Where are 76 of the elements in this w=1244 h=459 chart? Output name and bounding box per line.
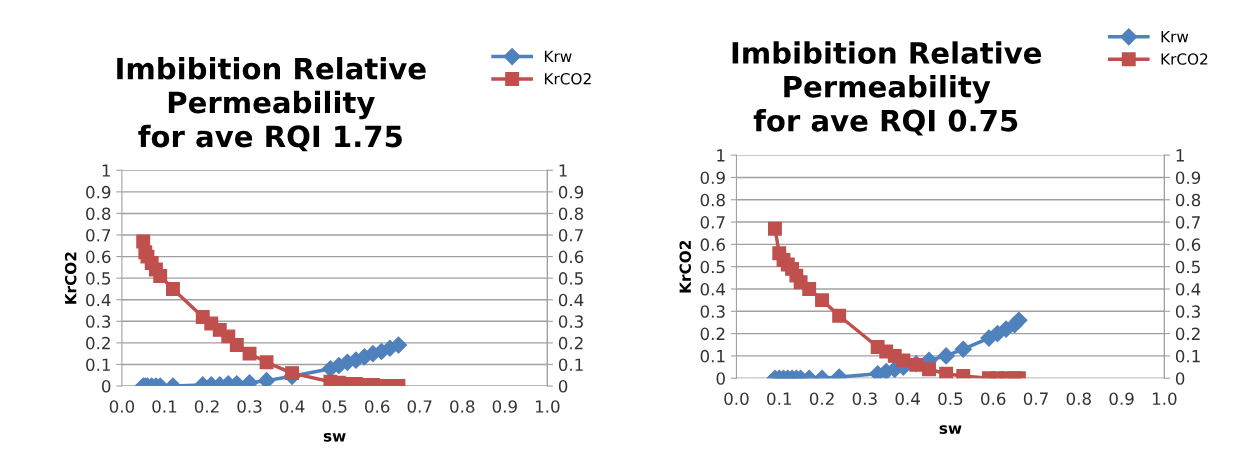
y2-tick-label: 0.2: [558, 336, 583, 350]
chart-title: Imbibition Relative Permeability for ave RQI 1.75: [117, 57, 426, 152]
y-tick-label: 0.6: [86, 250, 111, 264]
y2-tick-label: 0.1: [1175, 349, 1200, 363]
y2-tick-label: 0.6: [1175, 238, 1201, 251]
y-tick-label: 0.7: [700, 216, 725, 229]
y2-tick-label: 0.6: [558, 250, 584, 264]
x-tick-label: 0.4: [895, 392, 920, 406]
y2-tick-label: 1: [1176, 149, 1184, 162]
y2-tick-label: 0.4: [1175, 282, 1201, 296]
x-tick-label: 0.2: [194, 400, 219, 413]
y-tick-label: 0.8: [86, 207, 111, 220]
y2-tick-label: 0.2: [1175, 327, 1200, 341]
legend-label: Krw: [544, 50, 572, 62]
x-tick-label: 0.1: [152, 400, 177, 413]
y2-tick-label: 0.5: [1175, 260, 1200, 274]
y-tick-label: 0.4: [86, 293, 111, 307]
y2-tick-label: 0.9: [1175, 171, 1201, 185]
y-tick-label: 0.1: [700, 349, 725, 363]
y2-tick-label: 0.7: [558, 228, 583, 242]
x-tick-label: 0.3: [852, 392, 877, 406]
y2-tick-label: 1: [559, 164, 567, 177]
y2-tick-label: 0.9: [558, 185, 584, 199]
x-tick-label: 0.5: [938, 392, 963, 406]
x-tick-label: 0.9: [1109, 392, 1134, 406]
x-axis-title: sw: [939, 425, 962, 434]
x-axis-title: sw: [323, 432, 346, 442]
x-tick-label: 0.6: [981, 392, 1006, 406]
y-tick-label: 0.4: [700, 282, 726, 296]
x-tick-label: 0.5: [322, 400, 347, 413]
x-tick-label: 0.0: [109, 400, 135, 413]
x-tick-label: 0.3: [237, 400, 262, 413]
y-tick-label: 0.1: [86, 358, 110, 372]
y2-tick-label: 0.8: [558, 207, 584, 220]
y2-tick-label: 0.1: [558, 358, 583, 372]
legend-label: Krw: [1161, 31, 1189, 43]
legend-label: KrCO2: [544, 72, 591, 85]
legend-label: KrCO2: [1161, 53, 1208, 65]
y-tick-label: 0: [101, 379, 111, 393]
x-tick-label: 1.0: [535, 400, 560, 413]
y2-tick-label: 0: [558, 379, 568, 393]
x-tick-label: 1.0: [1152, 392, 1177, 406]
x-tick-label: 0.1: [767, 392, 791, 406]
x-tick-label: 0.8: [450, 400, 475, 413]
y-tick-label: 1: [717, 149, 725, 162]
y-tick-label: 0.3: [86, 315, 111, 328]
y-tick-label: 1: [102, 164, 110, 177]
y2-tick-label: 0.4: [558, 293, 584, 307]
y2-tick-label: 0.8: [1175, 193, 1201, 207]
y-tick-label: 0.8: [700, 193, 725, 207]
x-tick-label: 0.7: [1023, 392, 1048, 406]
y2-tick-label: 0.5: [558, 272, 583, 285]
x-tick-label: 0.9: [492, 400, 517, 413]
x-tick-label: 0.7: [407, 400, 432, 413]
chart-title: Imbibition Relative Permeability for ave RQI 0.75: [732, 41, 1042, 136]
x-tick-label: 0.8: [1066, 392, 1091, 406]
x-tick-label: 0.4: [279, 400, 305, 413]
y-axis-title: KrCO2: [64, 252, 77, 304]
y-tick-label: 0: [716, 372, 725, 385]
x-tick-label: 0.0: [724, 392, 749, 406]
y-tick-label: 0.6: [700, 238, 725, 251]
y-tick-label: 0.9: [700, 171, 725, 185]
y2-tick-label: 0: [1175, 372, 1185, 385]
y-tick-label: 0.9: [86, 185, 111, 199]
y2-tick-label: 0.3: [1175, 305, 1200, 318]
y2-tick-label: 0.7: [1175, 216, 1200, 229]
y-tick-label: 0.2: [86, 336, 110, 350]
y-tick-label: 0.5: [700, 260, 725, 274]
y-tick-label: 0.7: [86, 228, 111, 242]
y-axis-title: KrCO2: [679, 240, 692, 293]
y-tick-label: 0.5: [86, 272, 111, 285]
y-tick-label: 0.2: [700, 327, 725, 341]
x-tick-label: 0.2: [809, 392, 834, 406]
y2-tick-label: 0.3: [558, 315, 583, 328]
x-tick-label: 0.6: [365, 400, 390, 413]
y-tick-label: 0.3: [700, 305, 725, 318]
